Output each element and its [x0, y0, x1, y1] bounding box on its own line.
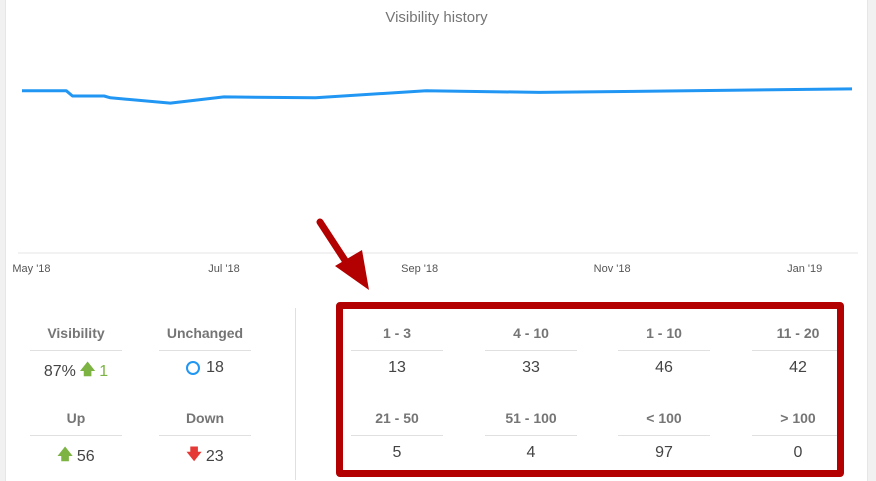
arrow-up-icon: 🡅 — [79, 361, 96, 378]
stat-visibility: Visibility 87% 🡅 1 — [30, 325, 122, 384]
range-label: 11 - 20 — [752, 325, 844, 351]
range-value: 42 — [789, 359, 807, 376]
stat-visibility-change: 1 — [99, 362, 109, 380]
visibility-card: Visibility history — [5, 0, 868, 481]
range-value: 4 — [526, 444, 536, 461]
range-label: 51 - 100 — [485, 410, 577, 436]
x-tick-label: Jul '18 — [208, 263, 239, 275]
range-cell: 1 - 10 46 — [618, 325, 710, 377]
x-tick-label: Jan '19 — [787, 263, 822, 275]
stat-down-value: 23 — [205, 447, 224, 465]
range-value: 0 — [793, 444, 803, 461]
range-cell: 11 - 20 42 — [752, 325, 844, 377]
stats-divider — [295, 308, 296, 480]
range-label: 4 - 10 — [485, 325, 577, 351]
range-label: 1 - 3 — [351, 325, 443, 351]
range-value: 46 — [655, 359, 673, 376]
stat-visibility-label: Visibility — [30, 325, 122, 351]
x-tick-label: May '18 — [12, 263, 50, 275]
range-cell: > 100 0 — [752, 410, 844, 462]
series-line — [22, 87, 853, 105]
x-tick-label: Sep '18 — [401, 263, 438, 275]
visibility-chart: May '18 Jul '18 Sep '18 Nov '18 Jan '19 — [12, 87, 858, 275]
range-cell: 1 - 3 13 — [351, 325, 443, 377]
highlight-box — [336, 302, 844, 477]
range-label: < 100 — [618, 410, 710, 436]
range-value: 5 — [392, 444, 402, 461]
stat-up: Up 🡅 56 — [30, 410, 122, 469]
stat-visibility-value: 87% — [43, 362, 76, 380]
chart-title: Visibility history — [385, 9, 488, 26]
arrow-down-icon: 🡇 — [186, 446, 202, 463]
circle-icon — [186, 361, 201, 375]
range-cell: < 100 97 — [618, 410, 710, 462]
range-label: 21 - 50 — [351, 410, 443, 436]
stat-unchanged-value: 18 — [206, 359, 224, 376]
stat-up-label: Up — [30, 410, 122, 436]
stat-up-value: 56 — [76, 447, 95, 465]
stat-down-label: Down — [159, 410, 251, 436]
stat-down: Down 🡇 23 — [159, 410, 251, 469]
stat-unchanged-label: Unchanged — [159, 325, 251, 351]
arrow-up-icon: 🡅 — [57, 446, 73, 463]
stat-unchanged: Unchanged 18 — [159, 325, 251, 377]
range-cell: 4 - 10 33 — [485, 325, 577, 377]
range-label: > 100 — [752, 410, 844, 436]
range-label: 1 - 10 — [618, 325, 710, 351]
x-tick-label: Nov '18 — [594, 263, 631, 275]
range-cell: 21 - 50 5 — [351, 410, 443, 462]
range-value: 97 — [655, 444, 673, 461]
range-cell: 51 - 100 4 — [485, 410, 577, 462]
range-value: 13 — [388, 359, 406, 376]
range-value: 33 — [522, 359, 540, 376]
